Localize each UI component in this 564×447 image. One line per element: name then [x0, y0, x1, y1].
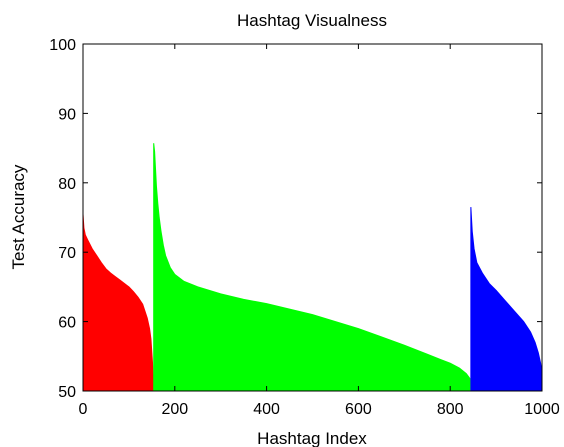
y-axis-label: Test Accuracy [9, 164, 28, 269]
y-tick-label: 100 [49, 37, 76, 54]
series-area-3 [470, 207, 543, 392]
y-tick-label: 50 [58, 384, 76, 401]
plot-frame [82, 43, 543, 392]
chart-title: Hashtag Visualness [237, 11, 387, 30]
x-tick-label: 600 [345, 401, 372, 418]
y-tick-label: 60 [58, 315, 76, 332]
y-tick-label: 90 [58, 106, 76, 123]
x-axis-label: Hashtag Index [257, 429, 367, 447]
y-tick-label: 70 [58, 245, 76, 262]
y-tick-label: 80 [58, 176, 76, 193]
x-tick-label: 1000 [524, 401, 560, 418]
x-tick-label: 0 [79, 401, 88, 418]
series-area-2 [153, 143, 471, 392]
x-tick-label: 200 [161, 401, 188, 418]
x-tick-label: 400 [253, 401, 280, 418]
x-tick-label: 800 [437, 401, 464, 418]
series-layer [82, 143, 543, 392]
ticks-layer: 0 200 400 600 800 1000 50 60 70 80 90 100 [49, 37, 560, 418]
series-area-1 [82, 213, 154, 392]
